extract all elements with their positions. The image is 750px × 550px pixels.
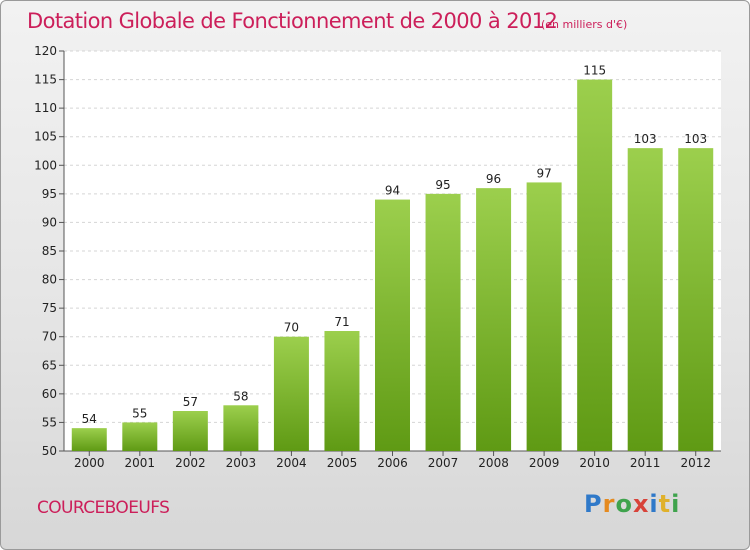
chart-subtitle: (en milliers d'€) [541,18,628,31]
bar [273,336,309,451]
y-tick-label: 100 [34,158,57,172]
bar [223,405,259,451]
x-tick-label: 2003 [226,456,257,470]
y-tick-label: 90 [42,215,57,229]
data-label: 103 [634,132,657,146]
x-tick-label: 2011 [630,456,661,470]
data-label: 97 [536,166,551,180]
data-label: 71 [334,315,349,329]
x-tick-label: 2008 [478,456,509,470]
bar [172,411,208,451]
data-label: 115 [583,64,606,78]
x-tick-label: 2007 [428,456,459,470]
y-tick-label: 55 [42,415,57,429]
y-tick-label: 85 [42,244,57,258]
x-tick-label: 2010 [579,456,610,470]
x-tick-label: 2005 [327,456,358,470]
proxiti-logo: Proxiti [584,490,681,518]
y-tick-label: 70 [42,330,57,344]
x-tick-label: 2012 [680,456,711,470]
data-label: 54 [82,412,97,426]
x-tick-label: 2009 [529,456,560,470]
data-label: 70 [284,321,299,335]
y-tick-label: 95 [42,187,57,201]
y-tick-label: 120 [34,44,57,58]
x-tick-label: 2004 [276,456,307,470]
data-label: 58 [233,389,248,403]
chart-title: Dotation Globale de Fonctionnement de 20… [27,9,558,33]
data-label: 94 [385,184,400,198]
y-tick-label: 80 [42,273,57,287]
y-tick-label: 65 [42,358,57,372]
y-tick-label: 105 [34,130,57,144]
data-label: 57 [183,395,198,409]
data-label: 95 [435,178,450,192]
bar [526,182,562,451]
y-tick-label: 115 [34,73,57,87]
bar [425,193,461,451]
data-label: 103 [684,132,707,146]
bar [627,148,663,451]
y-tick-label: 60 [42,387,57,401]
x-tick-label: 2002 [175,456,206,470]
x-tick-label: 2006 [377,456,408,470]
bar [476,188,512,451]
x-tick-label: 2000 [74,456,105,470]
y-tick-label: 50 [42,444,57,458]
bar [324,331,360,451]
commune-name: COURCEBOEUFS [37,498,170,518]
bar [577,79,613,452]
y-tick-label: 110 [34,101,57,115]
bar [375,199,410,451]
y-tick-label: 75 [42,301,57,315]
data-label: 96 [486,172,501,186]
bar [122,422,158,451]
bar [71,428,107,451]
data-label: 55 [132,406,147,420]
bar [678,148,714,451]
x-tick-label: 2001 [125,456,156,470]
